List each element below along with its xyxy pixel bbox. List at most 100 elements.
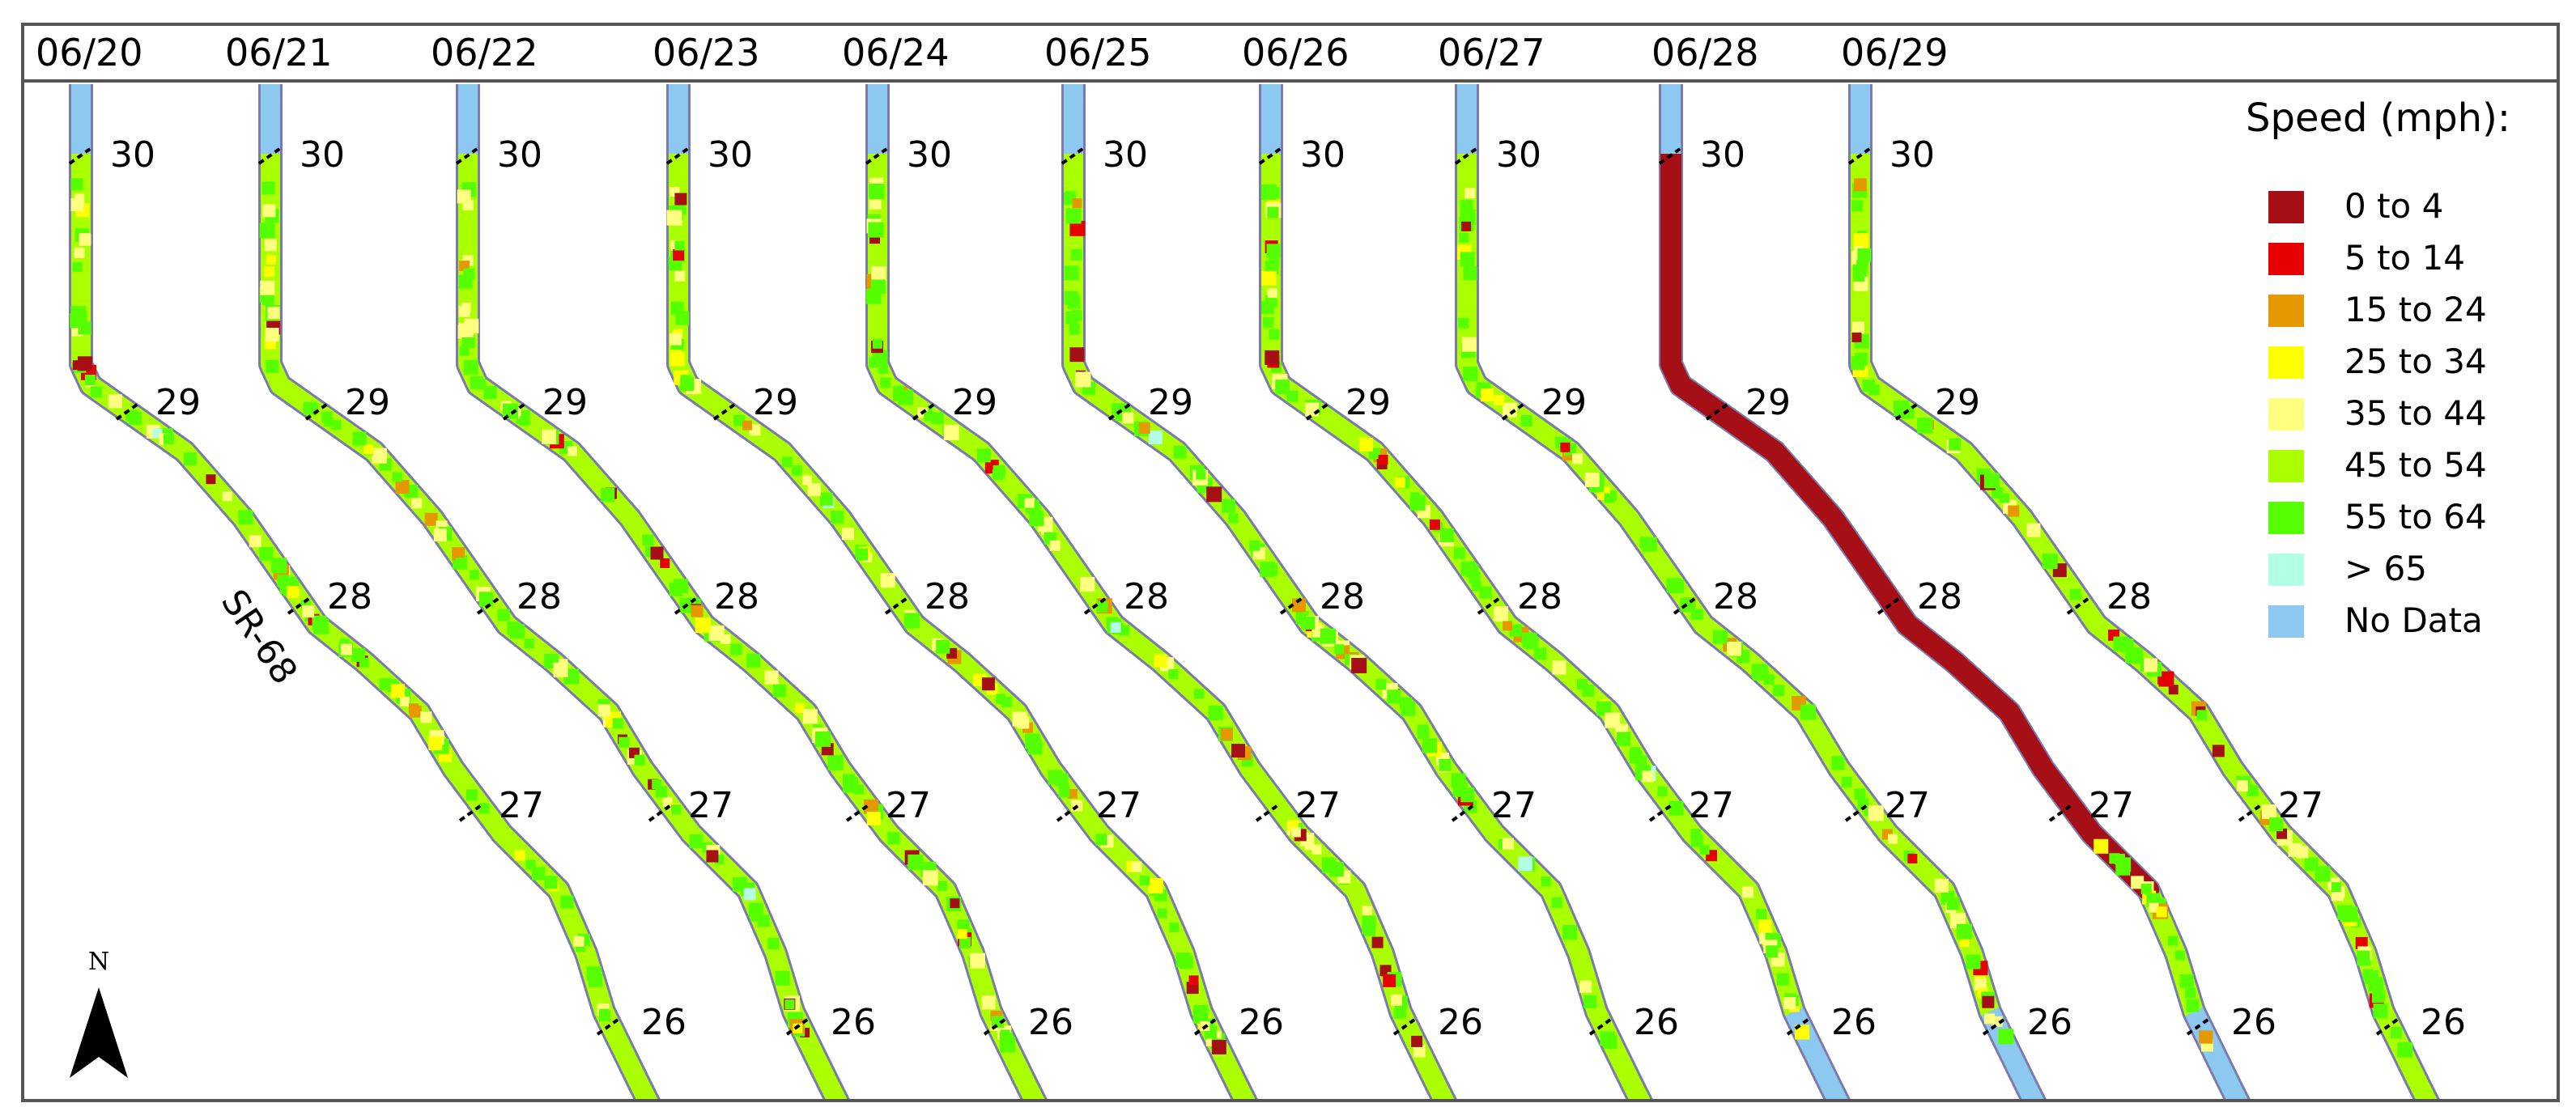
speed-sample <box>1266 244 1281 258</box>
milepost-tick <box>287 596 312 615</box>
speed-sample <box>1469 571 1481 583</box>
speed-sample <box>2109 853 2120 864</box>
speed-sample <box>1375 679 1387 690</box>
speed-sample <box>463 359 478 375</box>
speed-sample <box>1029 511 1044 527</box>
speed-sample <box>689 834 704 849</box>
speed-sample <box>642 534 654 546</box>
speed-sample <box>302 605 315 618</box>
milepost-tick <box>845 803 871 822</box>
speed-sample <box>1180 956 1193 969</box>
speed-sample <box>1776 973 1789 986</box>
milepost-tick <box>1392 1016 1418 1036</box>
speed-sample <box>674 270 686 282</box>
speed-sample <box>1231 744 1245 758</box>
speed-sample <box>660 558 670 568</box>
speed-sample <box>1946 897 1960 910</box>
milepost-label-30: 30 <box>907 134 952 176</box>
milepost-tick <box>865 146 891 165</box>
speed-sample <box>1712 630 1727 644</box>
legend-title: Speed (mph): <box>2246 95 2510 141</box>
milepost-tick <box>1477 596 1503 615</box>
speed-sample <box>1193 689 1204 699</box>
date-label-0621: 06/21 <box>225 31 333 74</box>
milepost-label-29: 29 <box>155 382 201 423</box>
speed-sample <box>680 375 691 385</box>
speed-sample <box>1286 390 1299 402</box>
speed-sample <box>1220 728 1233 740</box>
speed-sample <box>1853 178 1867 192</box>
milepost-tick <box>2186 1016 2212 1036</box>
speed-sample <box>379 678 392 691</box>
speed-sample <box>1147 878 1163 894</box>
milepost-label-28: 28 <box>1320 576 1365 617</box>
speed-sample <box>1138 422 1150 434</box>
speed-sample <box>1853 233 1869 249</box>
speed-sample <box>1856 260 1868 272</box>
road-strip-0629 <box>1848 84 2440 1099</box>
milepost-label-26: 26 <box>1831 1002 1877 1043</box>
milepost-tick <box>1451 803 1477 822</box>
speed-sample <box>1463 266 1477 281</box>
milepost-label-30: 30 <box>708 134 753 176</box>
speed-sample <box>1949 438 1962 451</box>
speed-sample <box>1267 288 1277 299</box>
milepost-tick <box>1255 803 1281 822</box>
speed-sample <box>1562 925 1578 940</box>
speed-sample <box>1411 1035 1423 1047</box>
milepost-tick <box>1786 1016 1812 1036</box>
speed-sample <box>670 351 685 367</box>
speed-sample <box>1907 853 1918 863</box>
speed-sample <box>1851 332 1862 342</box>
speed-sample <box>567 446 577 456</box>
milepost-label-28: 28 <box>1517 576 1562 617</box>
milepost-label-27: 27 <box>499 785 544 826</box>
speed-sample <box>1188 975 1199 986</box>
speed-segment <box>1064 154 1651 1099</box>
speed-sample <box>206 474 216 485</box>
speed-sample <box>2373 1003 2388 1019</box>
speed-sample <box>1320 628 1336 644</box>
speed-sample <box>1261 270 1277 286</box>
road-strip-0620 <box>69 84 661 1099</box>
speed-sample <box>1841 776 1852 787</box>
milepost-label-30: 30 <box>1300 134 1345 176</box>
speed-sample <box>1982 995 1995 1008</box>
speed-sample <box>1334 644 1345 655</box>
speed-sample <box>1058 786 1070 798</box>
speed-sample <box>957 919 970 932</box>
milepost-tick <box>1258 146 1284 165</box>
speed-sample <box>2174 950 2185 961</box>
milepost-label-28: 28 <box>1713 576 1758 617</box>
speed-sample <box>1169 923 1180 933</box>
speed-sample <box>1359 437 1374 452</box>
speed-sample <box>1262 316 1273 328</box>
date-label-0620: 06/20 <box>36 31 143 74</box>
milepost-tick <box>1454 146 1480 165</box>
milepost-label-28: 28 <box>925 576 970 617</box>
speed-sample <box>801 475 812 486</box>
speed-sample <box>1069 347 1085 363</box>
speed-sample <box>72 261 83 272</box>
speed-sample <box>2167 935 2178 946</box>
road-strip-0621 <box>258 84 850 1099</box>
speed-sample <box>1520 414 1532 426</box>
speed-sample <box>1418 724 1429 736</box>
milepost-label-26: 26 <box>2231 1002 2276 1043</box>
speed-sample <box>634 754 645 766</box>
speed-sample <box>1481 388 1494 402</box>
speed-sample <box>1518 856 1533 872</box>
speed-sample <box>673 579 688 594</box>
speed-sample <box>666 210 682 226</box>
speed-sample <box>1690 609 1702 620</box>
speed-sample <box>1228 513 1239 524</box>
legend-swatch <box>2268 605 2304 638</box>
milepost-label-28: 28 <box>1124 576 1169 617</box>
speed-sample <box>1670 579 1685 594</box>
speed-sample <box>1851 356 1865 371</box>
speed-sample <box>261 181 275 195</box>
milepost-label-27: 27 <box>1689 785 1734 826</box>
milepost-label-28: 28 <box>2106 576 2152 617</box>
legend-swatch <box>2268 554 2304 586</box>
milepost-label-26: 26 <box>1634 1002 1679 1043</box>
